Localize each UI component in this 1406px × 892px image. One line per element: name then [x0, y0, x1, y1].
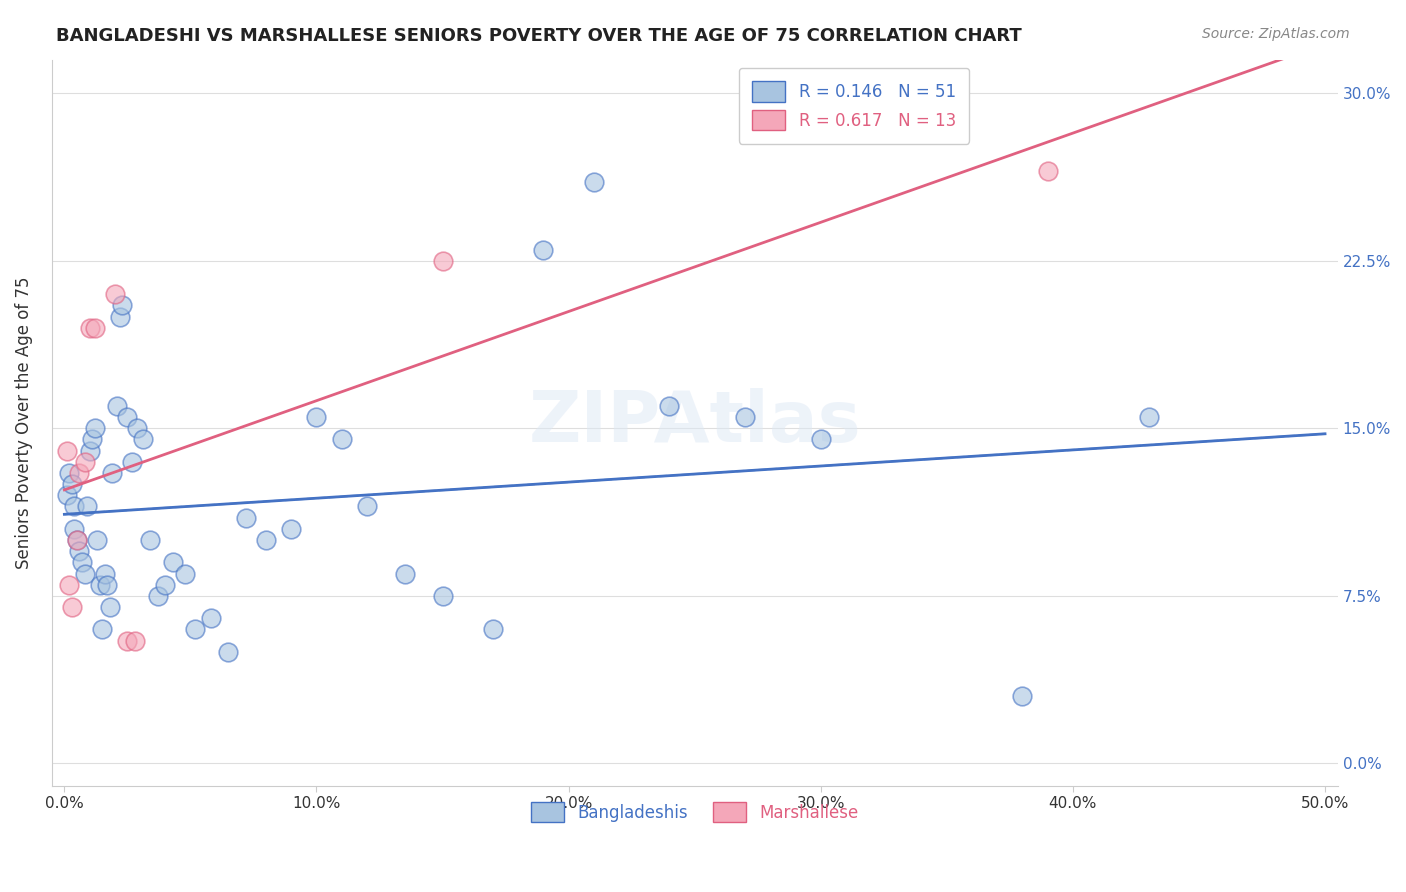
Bangladeshis — [162, 555, 184, 569]
Bangladeshis — [93, 566, 115, 581]
Bangladeshis — [96, 577, 118, 591]
Bangladeshis — [280, 522, 302, 536]
Marshallese — [60, 600, 83, 615]
Marshallese — [124, 633, 146, 648]
Bangladeshis — [98, 600, 121, 615]
Bangladeshis — [305, 410, 328, 425]
Bangladeshis — [1137, 410, 1160, 425]
Marshallese — [66, 533, 89, 547]
Bangladeshis — [582, 176, 605, 190]
Bangladeshis — [69, 544, 91, 558]
Marshallese — [69, 466, 91, 480]
Bangladeshis — [105, 399, 128, 413]
Text: ZIPAtlas: ZIPAtlas — [529, 388, 860, 458]
Bangladeshis — [394, 566, 416, 581]
Bangladeshis — [174, 566, 197, 581]
Bangladeshis — [734, 410, 756, 425]
Bangladeshis — [254, 533, 277, 547]
Bangladeshis — [58, 466, 80, 480]
Text: BANGLADESHI VS MARSHALLESE SENIORS POVERTY OVER THE AGE OF 75 CORRELATION CHART: BANGLADESHI VS MARSHALLESE SENIORS POVER… — [56, 27, 1022, 45]
Bangladeshis — [86, 533, 108, 547]
Bangladeshis — [235, 510, 257, 524]
Marshallese — [79, 320, 101, 334]
Bangladeshis — [356, 500, 378, 514]
Marshallese — [104, 287, 127, 301]
Bangladeshis — [432, 589, 454, 603]
Bangladeshis — [155, 577, 177, 591]
Legend: Bangladeshis, Marshallese: Bangladeshis, Marshallese — [517, 789, 872, 836]
Bangladeshis — [63, 522, 86, 536]
Bangladeshis — [70, 555, 93, 569]
Bangladeshis — [1011, 690, 1033, 704]
Marshallese — [73, 455, 96, 469]
Bangladeshis — [121, 455, 143, 469]
Bangladeshis — [80, 433, 103, 447]
Bangladeshis — [531, 243, 554, 257]
Bangladeshis — [76, 500, 98, 514]
Bangladeshis — [83, 421, 105, 435]
Bangladeshis — [200, 611, 222, 625]
Bangladeshis — [131, 433, 153, 447]
Marshallese — [117, 633, 139, 648]
Bangladeshis — [66, 533, 89, 547]
Bangladeshis — [146, 589, 169, 603]
Bangladeshis — [60, 477, 83, 491]
Bangladeshis — [184, 623, 207, 637]
Marshallese — [432, 253, 454, 268]
Y-axis label: Seniors Poverty Over the Age of 75: Seniors Poverty Over the Age of 75 — [15, 277, 32, 569]
Bangladeshis — [217, 645, 239, 659]
Bangladeshis — [482, 623, 505, 637]
Bangladeshis — [108, 310, 131, 324]
Marshallese — [83, 320, 105, 334]
Bangladeshis — [101, 466, 124, 480]
Bangladeshis — [91, 623, 114, 637]
Bangladeshis — [127, 421, 149, 435]
Marshallese — [1036, 164, 1059, 178]
Bangladeshis — [330, 433, 353, 447]
Bangladeshis — [111, 298, 134, 312]
Bangladeshis — [79, 443, 101, 458]
Bangladeshis — [89, 577, 111, 591]
Bangladeshis — [56, 488, 79, 502]
Bangladeshis — [658, 399, 681, 413]
Marshallese — [56, 443, 79, 458]
Bangladeshis — [810, 433, 832, 447]
Marshallese — [58, 577, 80, 591]
Bangladeshis — [73, 566, 96, 581]
Bangladeshis — [139, 533, 162, 547]
Bangladeshis — [63, 500, 86, 514]
Text: Source: ZipAtlas.com: Source: ZipAtlas.com — [1202, 27, 1350, 41]
Bangladeshis — [117, 410, 139, 425]
